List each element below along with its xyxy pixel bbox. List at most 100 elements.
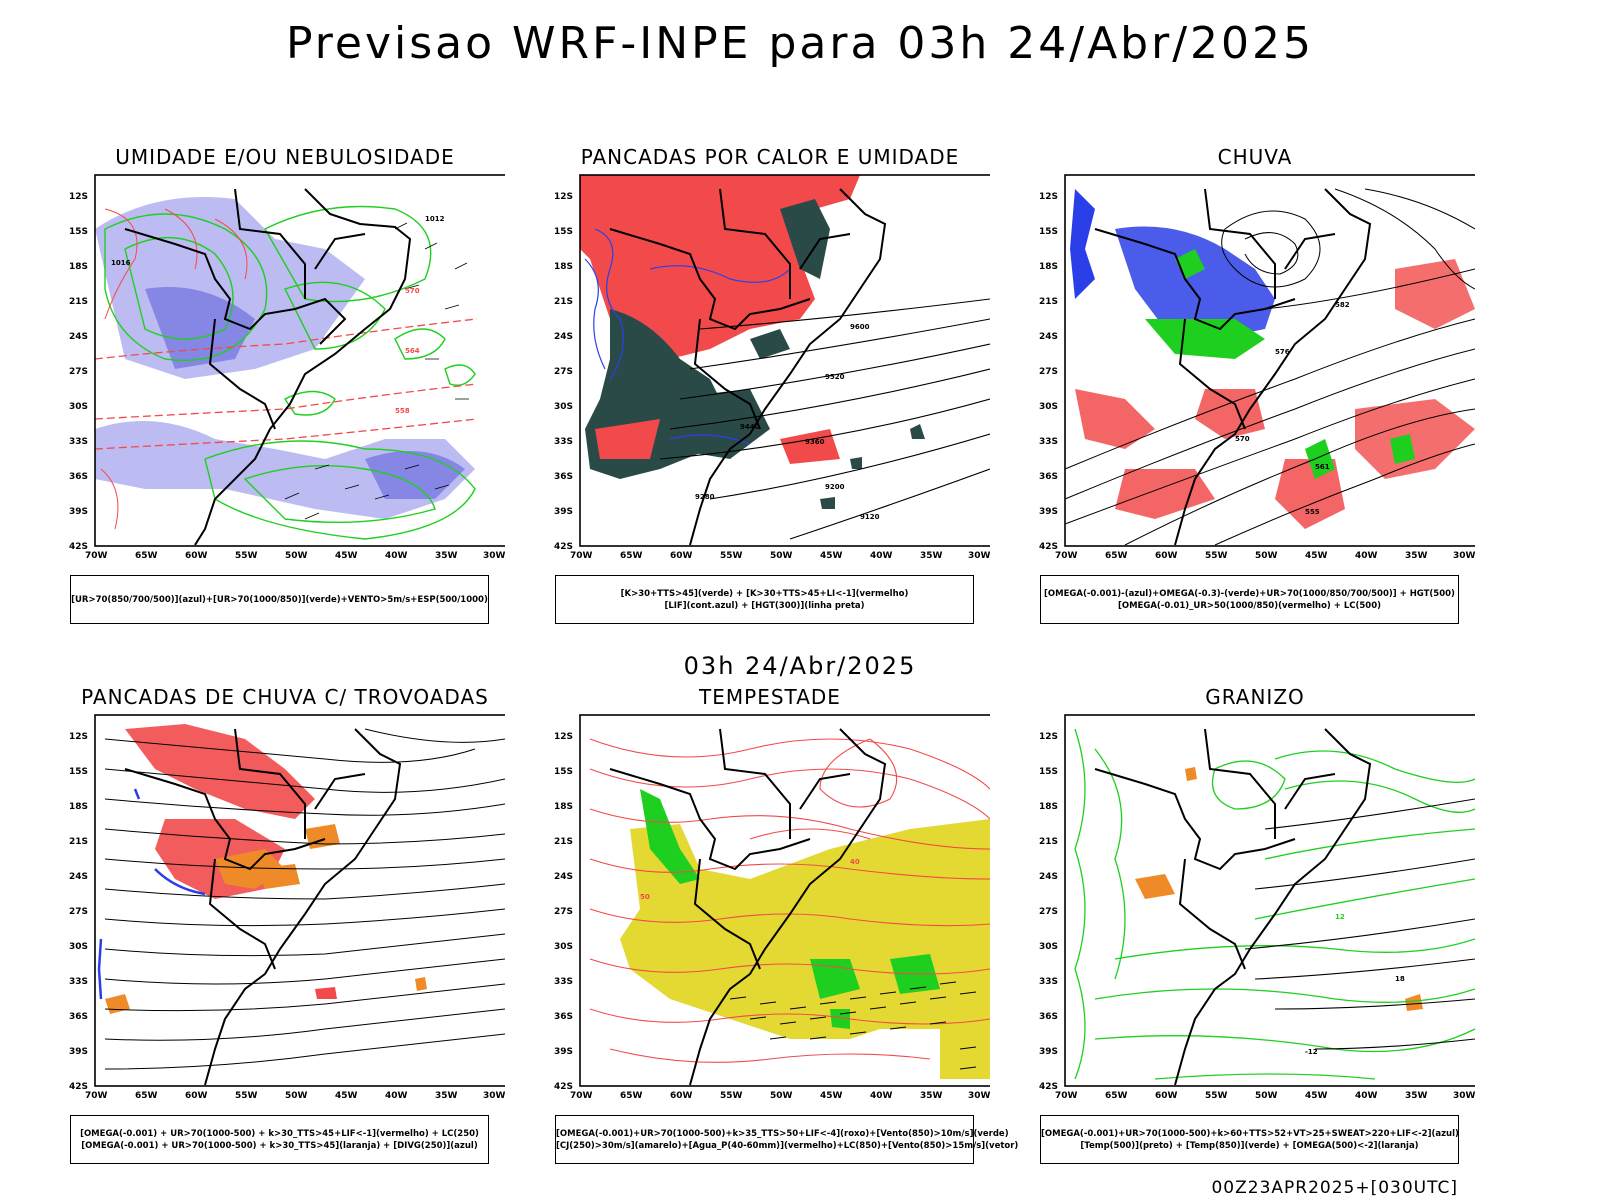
svg-text:45W: 45W: [1305, 1091, 1328, 1101]
svg-text:21S: 21S: [69, 837, 88, 847]
svg-text:40W: 40W: [385, 1091, 408, 1101]
map-tempestade: 12S 15S 18S 21S 24S 27S 30S 33S 36S 39S …: [554, 714, 990, 1101]
green-humidity-contours: [104, 205, 476, 540]
svg-text:21S: 21S: [554, 297, 573, 307]
svg-text:-12: -12: [1305, 1048, 1318, 1056]
svg-text:40W: 40W: [870, 551, 893, 561]
svg-text:39S: 39S: [69, 1047, 88, 1057]
svg-text:12S: 12S: [554, 732, 573, 742]
streamlines: [1064, 188, 1475, 546]
svg-text:39S: 39S: [1039, 1047, 1058, 1057]
svg-text:570: 570: [405, 287, 420, 295]
svg-text:9440: 9440: [740, 423, 760, 431]
svg-text:50: 50: [640, 893, 650, 901]
coastline-borders: [1094, 728, 1372, 1086]
panel-title: PANCADAS POR CALOR E UMIDADE: [580, 145, 960, 169]
svg-text:12S: 12S: [69, 732, 88, 742]
svg-text:55W: 55W: [235, 551, 258, 561]
lon-labels: 70W 65W 60W 55W 50W 45W 40W 35W 30W: [570, 551, 990, 561]
svg-text:70W: 70W: [1055, 1091, 1078, 1101]
svg-text:55W: 55W: [1205, 1091, 1228, 1101]
svg-text:33S: 33S: [554, 977, 573, 987]
red-thickness-contours: [94, 318, 478, 450]
svg-text:70W: 70W: [85, 551, 108, 561]
map-umidade: 12S 15S 18S 21S 24S 27S 30S 33S 36S 39S …: [69, 174, 505, 561]
svg-text:39S: 39S: [1039, 507, 1058, 517]
caption-box: [OMEGA(-0.001) + UR>70(1000-500) + k>30_…: [70, 1115, 489, 1164]
svg-text:18S: 18S: [69, 802, 88, 812]
instability-shading: [580, 175, 925, 509]
svg-text:15S: 15S: [69, 227, 88, 237]
precipitable-water-contours: [589, 738, 990, 1063]
panel-title: TEMPESTADE: [699, 685, 841, 709]
thunderstorm-shading: [105, 724, 427, 1014]
wind-vectors: [284, 222, 469, 520]
svg-text:30S: 30S: [1039, 402, 1058, 412]
svg-text:65W: 65W: [620, 551, 643, 561]
svg-text:30S: 30S: [69, 402, 88, 412]
lon-labels: 70W 65W 60W 55W 50W 45W 40W 35W 30W: [85, 1091, 505, 1101]
svg-text:12S: 12S: [554, 192, 573, 202]
svg-text:9600: 9600: [850, 323, 870, 331]
svg-text:45W: 45W: [820, 551, 843, 561]
panel-title: GRANIZO: [1205, 685, 1305, 709]
svg-text:36S: 36S: [1039, 472, 1058, 482]
svg-text:9120: 9120: [860, 513, 880, 521]
svg-text:60W: 60W: [185, 551, 208, 561]
svg-text:35W: 35W: [920, 1091, 943, 1101]
svg-text:36S: 36S: [554, 1012, 573, 1022]
svg-text:35W: 35W: [1405, 551, 1428, 561]
caption-box: [OMEGA(-0.001)-(azul)+OMEGA(-0.3)-(verde…: [1040, 575, 1459, 624]
lat-labels: 12S 15S 18S 21S 24S 27S 30S 33S 36S 39S …: [69, 732, 88, 1092]
svg-text:42S: 42S: [554, 542, 573, 552]
contour-labels: 12 18 -12: [1305, 913, 1405, 1056]
svg-text:33S: 33S: [1039, 977, 1058, 987]
svg-text:15S: 15S: [554, 767, 573, 777]
svg-text:40: 40: [850, 858, 860, 866]
temp850-contours: [1074, 728, 1475, 1080]
svg-text:50W: 50W: [770, 551, 793, 561]
coastline-borders: [609, 728, 887, 1086]
svg-text:18S: 18S: [554, 262, 573, 272]
svg-text:18S: 18S: [69, 262, 88, 272]
contour-labels: 40 50: [640, 858, 860, 901]
lon-labels: 70W 65W 60W 55W 50W 45W 40W 35W 30W: [1055, 551, 1475, 561]
svg-text:70W: 70W: [1055, 551, 1078, 561]
panel-granizo: GRANIZO: [1035, 685, 1475, 1175]
svg-text:24S: 24S: [69, 872, 88, 882]
svg-text:60W: 60W: [670, 1091, 693, 1101]
svg-text:30S: 30S: [69, 942, 88, 952]
svg-text:21S: 21S: [554, 837, 573, 847]
panel-title: PANCADAS DE CHUVA C/ TROVOADAS: [81, 685, 489, 709]
svg-text:42S: 42S: [1039, 542, 1058, 552]
svg-text:24S: 24S: [554, 332, 573, 342]
svg-text:12: 12: [1335, 913, 1345, 921]
svg-text:27S: 27S: [1039, 367, 1058, 377]
map-pancadas-calor: 12S 15S 18S 21S 24S 27S 30S 33S 36S 39S …: [554, 174, 990, 561]
svg-text:50W: 50W: [1255, 551, 1278, 561]
svg-text:35W: 35W: [920, 551, 943, 561]
svg-text:40W: 40W: [385, 551, 408, 561]
svg-text:35W: 35W: [435, 1091, 458, 1101]
lat-labels: 12S 15S 18S 21S 24S 27S 30S 33S 36S 39S …: [1039, 192, 1058, 552]
svg-text:65W: 65W: [135, 551, 158, 561]
lon-labels: 70W 65W 60W 55W 50W 45W 40W 35W 30W: [85, 551, 505, 561]
svg-text:9280: 9280: [695, 493, 715, 501]
svg-text:42S: 42S: [1039, 1082, 1058, 1092]
temp500-contours: [1244, 798, 1475, 1050]
hgt300-contours: [659, 298, 990, 540]
svg-text:65W: 65W: [620, 1091, 643, 1101]
svg-text:36S: 36S: [69, 1012, 88, 1022]
svg-text:21S: 21S: [69, 297, 88, 307]
caption-box: [K>30+TTS>45](verde) + [K>30+TTS>45+LI<-…: [555, 575, 974, 624]
svg-text:39S: 39S: [554, 1047, 573, 1057]
svg-text:30W: 30W: [483, 551, 505, 561]
svg-text:65W: 65W: [135, 1091, 158, 1101]
svg-text:39S: 39S: [554, 507, 573, 517]
lat-labels: 12S 15S 18S 21S 24S 27S 30S 33S 36S 39S …: [1039, 732, 1058, 1092]
svg-text:30S: 30S: [554, 942, 573, 952]
svg-text:33S: 33S: [69, 437, 88, 447]
svg-text:50W: 50W: [285, 551, 308, 561]
svg-text:36S: 36S: [554, 472, 573, 482]
svg-text:15S: 15S: [1039, 227, 1058, 237]
